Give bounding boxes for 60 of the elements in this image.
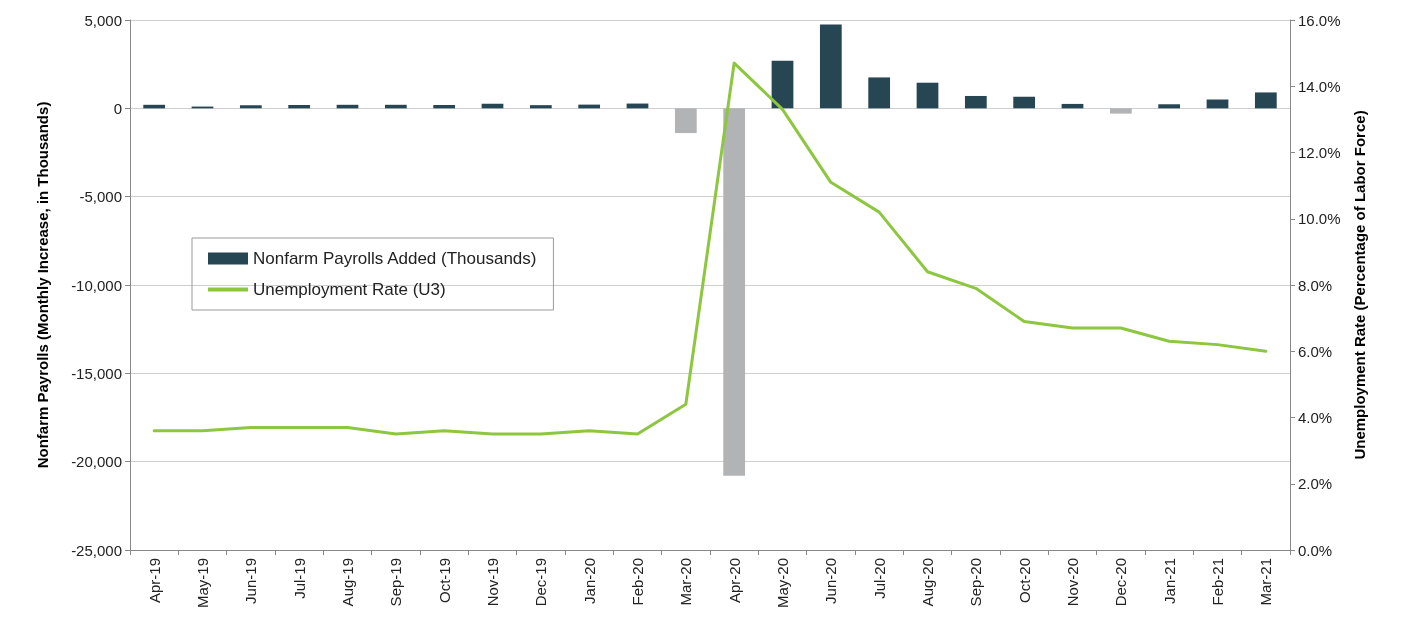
y-tick-label: -15,000 [71, 364, 122, 382]
x-tick-label: Sep-19 [387, 558, 405, 607]
bar [819, 24, 842, 109]
y2-tick-label: 16.0% [1298, 11, 1341, 29]
x-tick-label: Jul-20 [870, 558, 888, 599]
x-tick-label: Mar-21 [1257, 558, 1275, 606]
x-tick-label: Apr-19 [145, 558, 163, 604]
x-tick-label: Oct-20 [1015, 558, 1033, 604]
bar [529, 105, 552, 109]
bar [674, 108, 697, 134]
bar [1013, 96, 1036, 109]
x-tick-label: Feb-20 [629, 558, 646, 606]
x-tick-label: Nov-19 [484, 558, 501, 607]
bar [868, 77, 891, 109]
y2-tick-label: 14.0% [1298, 77, 1341, 95]
bar [723, 108, 746, 476]
x-tick-label: Apr-20 [725, 558, 743, 604]
x-tick-label: Jun-19 [242, 558, 260, 604]
y-tick-label: -5,000 [79, 188, 122, 206]
bar [288, 104, 311, 109]
x-tick-label: Dec-19 [532, 558, 550, 607]
y2-tick-label: 8.0% [1298, 276, 1333, 294]
y-tick-label: -20,000 [71, 453, 122, 471]
bar [433, 104, 456, 109]
x-tick-label: Aug-19 [339, 558, 356, 607]
y2-tick-label: 10.0% [1298, 210, 1341, 228]
bar [1158, 104, 1181, 109]
bar [1254, 92, 1277, 109]
y-tick-label: 5,000 [84, 11, 122, 29]
x-tick-label: Jan-21 [1160, 558, 1178, 604]
y2-axis-title: Unemployment Rate (Percentage of Labor Force) [1351, 110, 1368, 460]
bar [239, 105, 262, 109]
y2-tick-label: 6.0% [1298, 342, 1333, 360]
x-tick-label: Feb-21 [1209, 558, 1226, 606]
y2-tick-label: 4.0% [1298, 409, 1333, 426]
legend-label: Unemployment Rate (U3) [253, 280, 446, 299]
y2-tick-label: 12.0% [1298, 144, 1341, 161]
y-tick-label: 0 [113, 99, 122, 117]
bar [964, 95, 987, 109]
x-tick-label: Jan-20 [580, 558, 598, 604]
x-tick-label: Oct-19 [435, 558, 453, 604]
x-tick-label: Jun-20 [822, 558, 840, 604]
x-tick-label: Jul-19 [290, 558, 308, 599]
y2-tick-label: 0.0% [1298, 541, 1333, 559]
x-tick-label: Aug-20 [919, 558, 936, 607]
x-tick-label: May-19 [194, 558, 211, 609]
line-series [152, 61, 1268, 436]
x-tick-label: Dec-20 [1112, 558, 1130, 607]
y-tick-label: -10,000 [71, 276, 122, 294]
bar [771, 60, 794, 109]
x-tick-label: Mar-20 [677, 558, 695, 606]
bar [916, 82, 939, 109]
x-tick-label: Nov-20 [1064, 558, 1081, 607]
x-tick-label: May-20 [774, 558, 791, 609]
y-tick-label: -25,000 [71, 541, 122, 559]
bar [1109, 108, 1132, 114]
x-tick-label: Sep-20 [967, 558, 985, 607]
y-axis-title: Nonfarm Payrolls (Monthly Increase, in Thousands) [34, 101, 51, 469]
legend-label: Nonfarm Payrolls Added (Thousands) [253, 249, 537, 268]
y2-tick-label: 2.0% [1298, 475, 1333, 493]
